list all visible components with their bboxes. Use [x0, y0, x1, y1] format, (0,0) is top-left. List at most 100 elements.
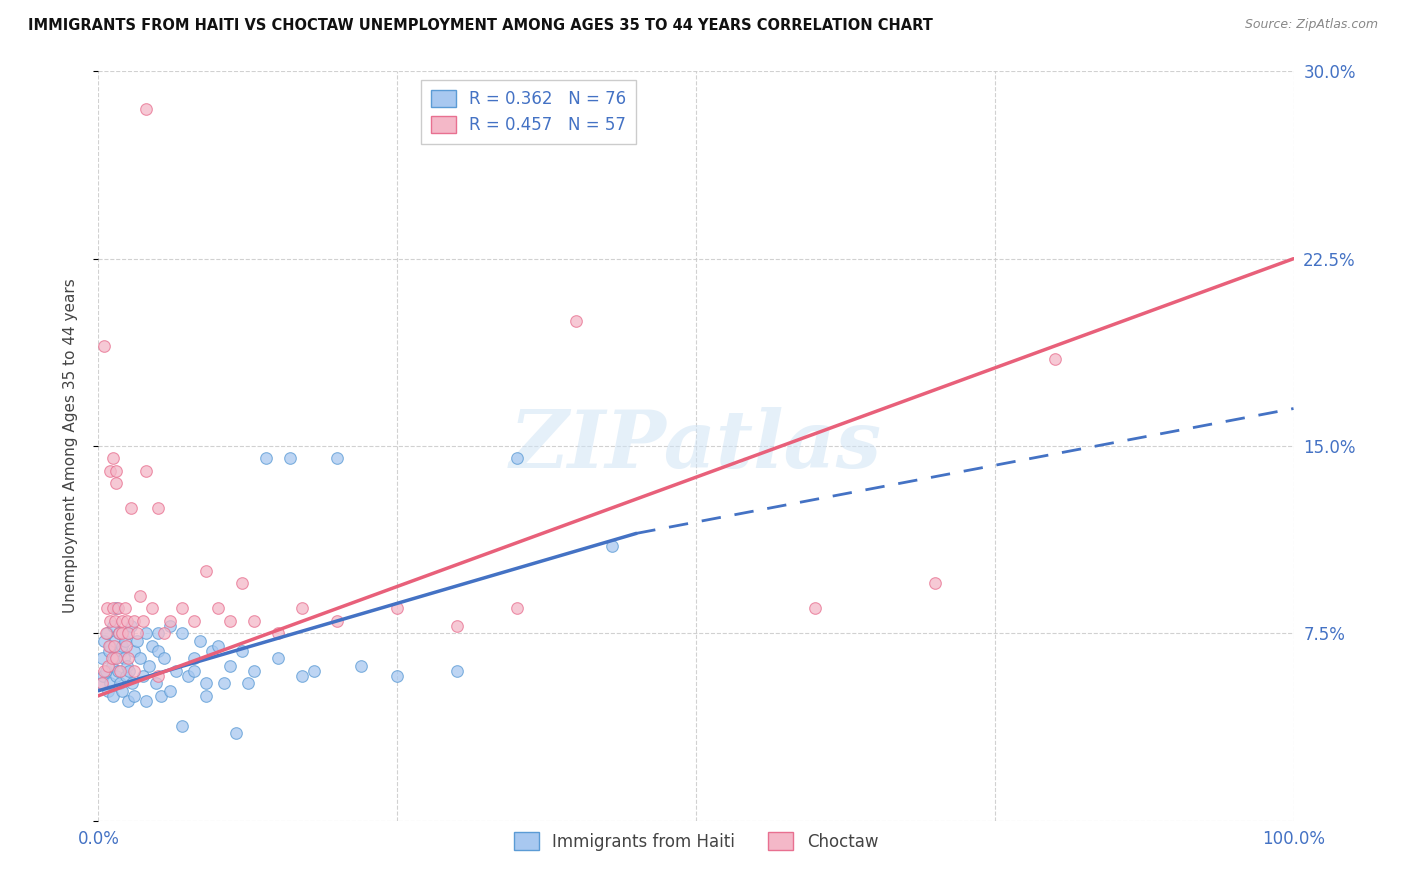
Point	[94, 626, 117, 640]
Point	[195, 676, 218, 690]
Point	[135, 102, 157, 116]
Point	[254, 451, 277, 466]
Point	[278, 451, 301, 466]
Point	[124, 664, 146, 678]
Point	[105, 669, 128, 683]
Point	[207, 601, 229, 615]
Point	[446, 664, 468, 678]
Point	[159, 619, 181, 633]
Point	[804, 601, 827, 615]
Point	[121, 676, 143, 690]
Point	[103, 651, 125, 665]
Point	[98, 676, 122, 690]
Point	[108, 664, 131, 678]
Point	[148, 644, 170, 658]
Point	[117, 694, 139, 708]
Point	[115, 639, 138, 653]
Point	[195, 564, 218, 578]
Point	[115, 658, 138, 673]
Point	[291, 601, 314, 615]
Point	[98, 639, 121, 653]
Point	[100, 658, 122, 673]
Point	[105, 476, 128, 491]
Point	[201, 644, 224, 658]
Point	[112, 651, 135, 665]
Point	[114, 633, 136, 648]
Point	[98, 464, 122, 478]
Point	[107, 601, 129, 615]
Point	[183, 664, 205, 678]
Point	[302, 664, 325, 678]
Point	[131, 614, 153, 628]
Point	[101, 451, 124, 466]
Point	[105, 651, 128, 665]
Point	[91, 676, 114, 690]
Point	[107, 664, 129, 678]
Legend: Immigrants from Haiti, Choctaw: Immigrants from Haiti, Choctaw	[508, 826, 884, 857]
Point	[107, 626, 129, 640]
Point	[236, 676, 259, 690]
Point	[104, 633, 127, 648]
Point	[120, 501, 142, 516]
Point	[129, 589, 152, 603]
Point	[177, 669, 200, 683]
Point	[124, 689, 146, 703]
Point	[231, 576, 253, 591]
Point	[100, 651, 122, 665]
Point	[104, 614, 127, 628]
Point	[385, 601, 409, 615]
Point	[153, 651, 176, 665]
Point	[565, 314, 588, 328]
Point	[506, 451, 529, 466]
Point	[172, 601, 194, 615]
Point	[172, 719, 194, 733]
Point	[149, 689, 172, 703]
Point	[326, 614, 349, 628]
Point	[225, 726, 247, 740]
Point	[159, 614, 181, 628]
Point	[91, 651, 114, 665]
Y-axis label: Unemployment Among Ages 35 to 44 years: Unemployment Among Ages 35 to 44 years	[63, 278, 77, 614]
Point	[172, 626, 194, 640]
Point	[183, 614, 205, 628]
Point	[108, 676, 131, 690]
Point	[183, 651, 205, 665]
Point	[165, 664, 187, 678]
Point	[231, 644, 253, 658]
Point	[96, 626, 118, 640]
Point	[148, 501, 170, 516]
Point	[115, 669, 138, 683]
Point	[188, 633, 211, 648]
Point	[114, 601, 136, 615]
Point	[97, 683, 120, 698]
Point	[446, 619, 468, 633]
Point	[195, 689, 218, 703]
Point	[101, 689, 124, 703]
Point	[506, 601, 529, 615]
Point	[105, 464, 128, 478]
Text: ZIPatlas: ZIPatlas	[510, 408, 882, 484]
Point	[138, 658, 160, 673]
Point	[111, 626, 134, 640]
Point	[93, 633, 115, 648]
Point	[148, 626, 170, 640]
Point	[97, 658, 120, 673]
Point	[131, 669, 153, 683]
Point	[101, 601, 124, 615]
Point	[602, 539, 624, 553]
Point	[141, 639, 163, 653]
Point	[267, 651, 290, 665]
Point	[212, 676, 235, 690]
Point	[141, 601, 163, 615]
Point	[117, 626, 139, 640]
Text: Source: ZipAtlas.com: Source: ZipAtlas.com	[1244, 18, 1378, 31]
Point	[207, 639, 229, 653]
Point	[110, 644, 132, 658]
Point	[107, 626, 129, 640]
Point	[93, 664, 115, 678]
Point	[1043, 351, 1066, 366]
Point	[98, 614, 122, 628]
Point	[124, 614, 146, 628]
Point	[219, 614, 242, 628]
Point	[91, 669, 114, 683]
